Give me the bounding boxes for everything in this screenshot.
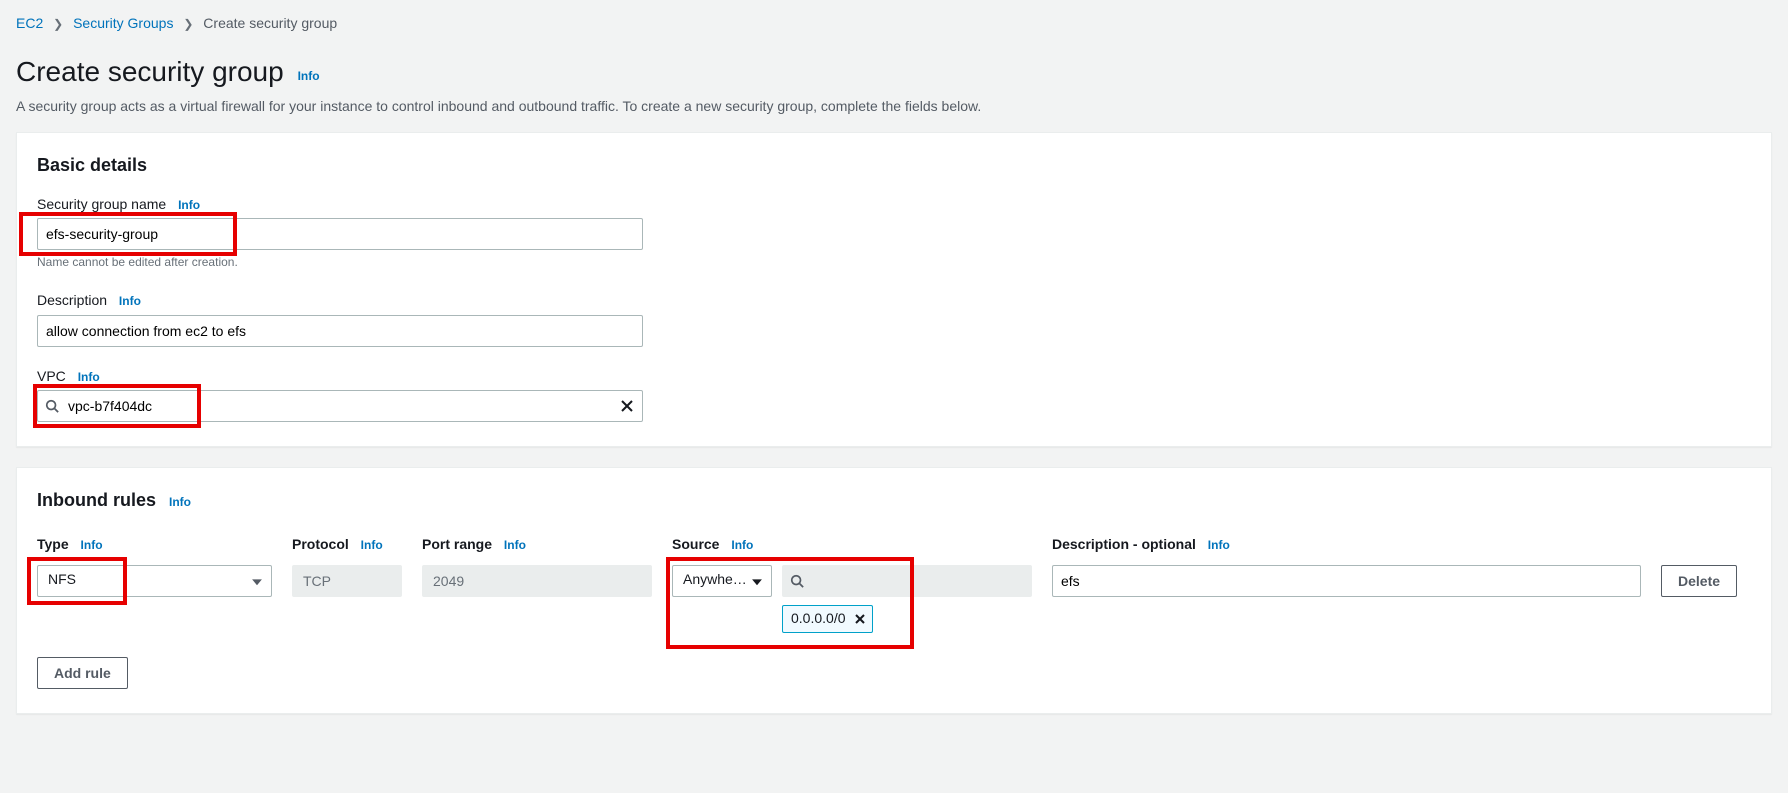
search-icon	[45, 399, 59, 413]
source-info-link[interactable]: Info	[731, 538, 753, 552]
description-label: Description Info	[37, 291, 1751, 311]
inbound-rules-heading: Inbound rules	[37, 490, 161, 510]
vpc-group: VPC Info	[37, 367, 1751, 423]
breadcrumb: EC2 ❯ Security Groups ❯ Create security …	[0, 0, 1788, 42]
chip-text: 0.0.0.0/0	[791, 609, 846, 629]
breadcrumb-current: Create security group	[203, 15, 337, 31]
source-cidr-chip: 0.0.0.0/0	[782, 605, 873, 633]
col-port-header: Port range Info	[422, 535, 652, 555]
breadcrumb-ec2[interactable]: EC2	[16, 15, 43, 31]
description-input[interactable]	[37, 315, 643, 347]
protocol-info-link[interactable]: Info	[361, 538, 383, 552]
breadcrumb-security-groups[interactable]: Security Groups	[73, 15, 173, 31]
security-group-name-group: Security group name Info Name cannot be …	[37, 195, 1751, 271]
heading-text: Inbound rules	[37, 490, 156, 510]
security-group-name-label: Security group name Info	[37, 195, 1751, 215]
description-group: Description Info	[37, 291, 1751, 347]
security-group-name-input[interactable]	[37, 218, 643, 250]
desc-col-info-link[interactable]: Info	[1208, 538, 1230, 552]
col-desc-header: Description - optional Info	[1052, 535, 1641, 555]
header-text: Port range	[422, 536, 492, 552]
remove-chip-icon[interactable]	[854, 613, 866, 625]
label-text: Description	[37, 292, 107, 308]
vpc-label: VPC Info	[37, 367, 1751, 387]
col-source-header: Source Info	[672, 535, 1032, 555]
source-search-input[interactable]	[782, 565, 1032, 597]
header-text: Source	[672, 536, 719, 552]
delete-rule-button[interactable]: Delete	[1661, 565, 1737, 597]
page-title: Create security group	[16, 56, 284, 87]
clear-vpc-icon[interactable]	[619, 398, 635, 414]
type-info-link[interactable]: Info	[81, 538, 103, 552]
chevron-right-icon: ❯	[183, 17, 193, 31]
page-header: Create security group Info A security gr…	[0, 42, 1788, 133]
basic-details-panel: Basic details Security group name Info N…	[16, 132, 1772, 447]
sg-name-helper: Name cannot be edited after creation.	[37, 254, 1751, 271]
header-text: Description - optional	[1052, 536, 1196, 552]
vpc-input[interactable]	[37, 390, 643, 422]
page-description: A security group acts as a virtual firew…	[16, 97, 1772, 117]
search-icon	[790, 574, 804, 588]
add-rule-button[interactable]: Add rule	[37, 657, 128, 689]
header-text: Protocol	[292, 536, 349, 552]
inbound-info-link[interactable]: Info	[169, 495, 191, 509]
page-info-link[interactable]: Info	[298, 69, 320, 83]
sg-name-info-link[interactable]: Info	[178, 198, 200, 212]
port-value: 2049	[422, 565, 652, 597]
type-select[interactable]: NFS	[37, 565, 272, 597]
rule-description-input[interactable]	[1052, 565, 1641, 597]
vpc-info-link[interactable]: Info	[78, 370, 100, 384]
port-info-link[interactable]: Info	[504, 538, 526, 552]
label-text: VPC	[37, 368, 66, 384]
inbound-rules-panel: Inbound rules Info Type Info NFS Protoco…	[16, 467, 1772, 713]
label-text: Security group name	[37, 196, 166, 212]
chevron-right-icon: ❯	[53, 17, 63, 31]
col-protocol-header: Protocol Info	[292, 535, 402, 555]
protocol-value: TCP	[292, 565, 402, 597]
description-info-link[interactable]: Info	[119, 294, 141, 308]
header-text: Type	[37, 536, 69, 552]
col-type-header: Type Info	[37, 535, 272, 555]
rules-header-row: Type Info NFS Protocol Info TCP Port ran…	[37, 535, 1751, 632]
source-mode-select[interactable]: Anywhe…	[672, 565, 772, 597]
basic-details-heading: Basic details	[37, 153, 1751, 178]
